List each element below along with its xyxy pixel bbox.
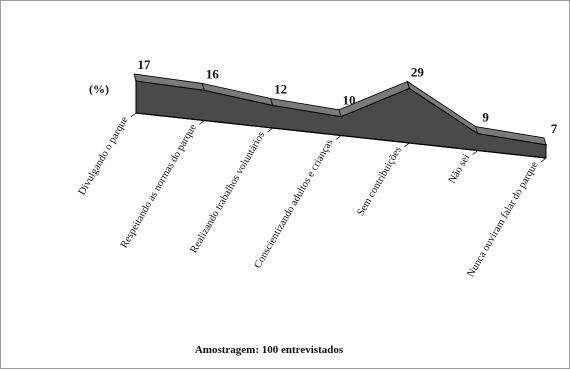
x-tick xyxy=(404,142,410,148)
category-label: Sem contribuições xyxy=(355,145,403,218)
category-label: Divulgando o parque xyxy=(77,115,131,198)
category-label: Respeitando as normas do parque xyxy=(119,122,199,250)
category-label: Conscientizando adultos e crianças xyxy=(252,138,335,271)
ribbon-front-face xyxy=(135,80,547,159)
value-label: 12 xyxy=(274,81,287,96)
data-point xyxy=(476,132,479,135)
value-label: 9 xyxy=(482,110,489,125)
unit-label: (%) xyxy=(89,82,109,96)
sample-note: Amostragem: 100 entrevistados xyxy=(195,344,344,356)
x-tick xyxy=(130,112,137,118)
data-point xyxy=(203,89,206,92)
data-point xyxy=(271,104,274,107)
value-label: 7 xyxy=(551,121,558,136)
x-tick xyxy=(472,150,478,155)
ribbon-layer xyxy=(133,73,547,159)
category-label: Nunca ouviram falar do parque xyxy=(465,160,540,279)
data-point xyxy=(340,115,342,118)
x-tick xyxy=(335,135,342,140)
data-point xyxy=(545,143,547,146)
data-point xyxy=(135,80,137,82)
x-tick xyxy=(267,127,273,133)
value-label: 17 xyxy=(138,57,152,72)
value-label: 16 xyxy=(206,66,220,81)
x-tick xyxy=(199,120,205,125)
category-label: Não sei xyxy=(447,152,472,185)
value-label: 29 xyxy=(411,64,425,79)
category-label: Realizando trabalhos voluntários xyxy=(189,130,268,255)
data-point xyxy=(408,87,411,90)
value-labels: 17 16 12 10 29 9 7 xyxy=(138,57,558,136)
x-tick xyxy=(540,157,547,163)
value-label: 10 xyxy=(343,93,356,108)
